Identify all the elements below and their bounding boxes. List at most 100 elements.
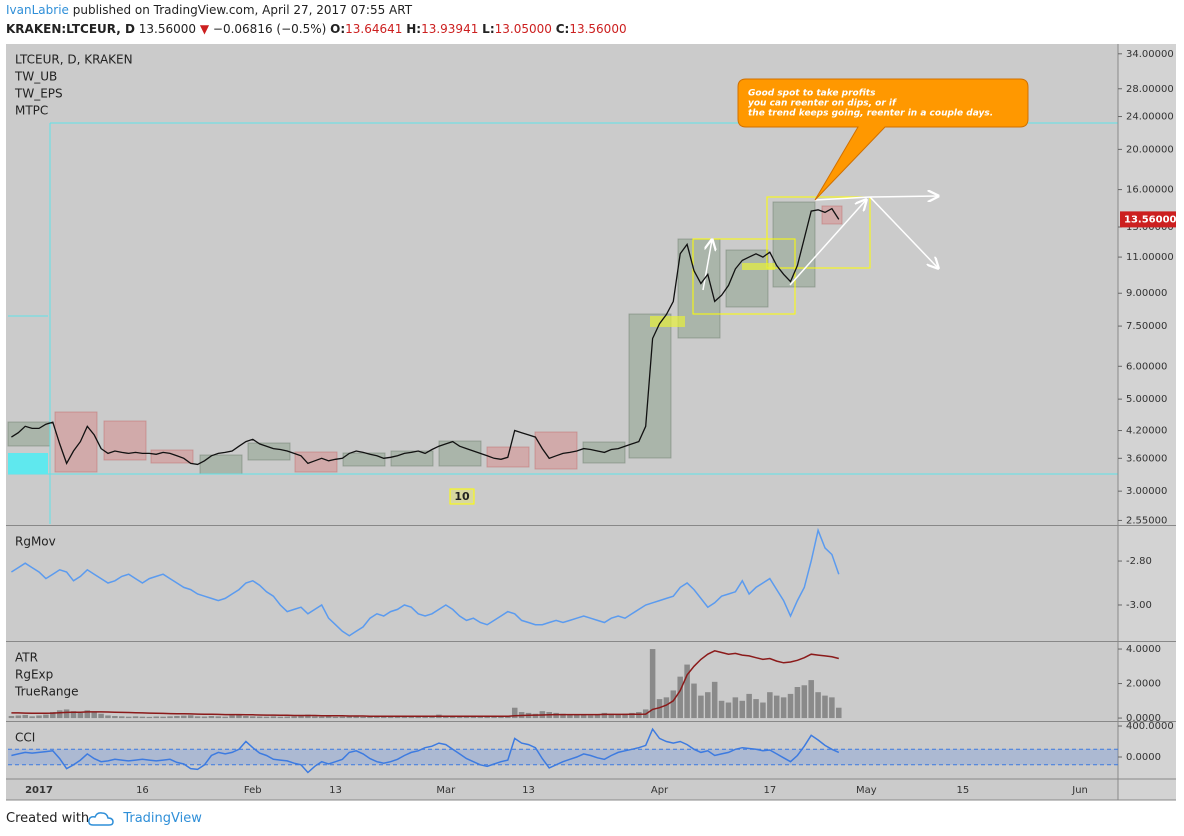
close-label: C: xyxy=(555,22,570,36)
box-label: 10 xyxy=(454,490,470,503)
bar xyxy=(491,716,497,719)
published: published on TradingView.com, April 27, … xyxy=(72,3,413,17)
high-label: H: xyxy=(406,22,422,36)
bar xyxy=(153,716,159,719)
panel-label: LTCEUR, D, KRAKEN xyxy=(15,53,133,67)
bar xyxy=(394,716,401,719)
last: 13.56000 xyxy=(138,22,197,36)
symbol: KRAKEN:LTCEUR, D xyxy=(6,22,135,36)
y-tick-label: 6.00000 xyxy=(1126,361,1167,372)
bar xyxy=(574,714,580,719)
low: 13.05000 xyxy=(494,22,552,36)
change: −0.06816 (−0.5%) xyxy=(212,22,327,36)
bar xyxy=(236,714,242,719)
y-tick-label: 4.0000 xyxy=(1126,644,1161,655)
chart-background xyxy=(6,44,1176,800)
bar xyxy=(553,712,559,719)
bar xyxy=(415,716,421,719)
panel-label: TrueRange xyxy=(14,685,79,699)
callout-text: the trend keeps going, reenter in a coup… xyxy=(748,109,993,119)
bar xyxy=(698,695,704,719)
y-tick-label: 11.00000 xyxy=(1126,252,1174,263)
x-tick-label: 2017 xyxy=(25,785,53,796)
bar xyxy=(125,716,132,719)
bar xyxy=(732,697,739,719)
x-tick-label: 16 xyxy=(136,785,149,796)
direction: ▼ xyxy=(199,22,210,36)
bar xyxy=(470,716,477,719)
x-tick-label: 13 xyxy=(522,785,535,796)
bar xyxy=(112,715,118,719)
author[interactable]: IvanLabrie xyxy=(6,3,69,17)
bar xyxy=(208,715,215,719)
x-tick-label: May xyxy=(856,785,877,796)
bar xyxy=(711,681,718,719)
bar xyxy=(181,715,187,719)
y-tick-label: 400.0000 xyxy=(1126,721,1174,732)
bar xyxy=(449,716,456,719)
bar xyxy=(305,714,311,719)
bar xyxy=(725,702,732,719)
bar xyxy=(50,712,56,719)
bar xyxy=(484,716,490,719)
bar xyxy=(822,695,828,719)
open: 13.64641 xyxy=(345,22,403,36)
bar xyxy=(298,715,304,719)
x-tick-label: 15 xyxy=(957,785,970,796)
bar xyxy=(56,710,63,719)
bar xyxy=(174,715,180,719)
bar xyxy=(374,717,380,719)
bar xyxy=(201,716,208,719)
bar xyxy=(829,697,835,719)
bar xyxy=(312,716,318,719)
panel-label: RgMov xyxy=(15,535,56,549)
bar xyxy=(656,699,663,719)
bar xyxy=(691,683,697,719)
brand[interactable]: TradingView xyxy=(123,811,202,826)
last-price-box xyxy=(1120,211,1176,228)
bar xyxy=(36,715,42,719)
y-tick-label: 9.00000 xyxy=(1126,288,1167,299)
bar xyxy=(649,649,656,719)
bar xyxy=(511,707,518,719)
bar xyxy=(194,716,201,719)
y-tick-label: 3.00000 xyxy=(1126,486,1167,497)
x-tick-label: Apr xyxy=(651,785,669,796)
y-tick-label: -2.80 xyxy=(1126,556,1152,567)
y-tick-label: 2.55000 xyxy=(1126,515,1167,526)
bar xyxy=(567,714,573,719)
panel-label: CCI xyxy=(15,731,35,745)
footer-text: Created with xyxy=(6,811,90,826)
callout-text: Good spot to take profits xyxy=(748,89,876,99)
y-tick-label: -3.00 xyxy=(1126,600,1152,611)
bar xyxy=(532,713,539,719)
bar xyxy=(608,713,615,719)
panel-label: MTPC xyxy=(15,104,48,118)
bar xyxy=(498,716,504,719)
bar xyxy=(360,716,366,719)
bar xyxy=(187,715,194,719)
bar xyxy=(677,676,683,719)
bar xyxy=(284,716,290,719)
bar xyxy=(387,716,394,719)
bar xyxy=(84,710,91,719)
bar xyxy=(270,716,277,719)
bar xyxy=(119,716,125,719)
series-line xyxy=(10,527,840,637)
bar xyxy=(263,716,270,719)
x-tick-label: Feb xyxy=(244,785,262,796)
bar xyxy=(325,716,332,719)
bar xyxy=(422,716,428,719)
x-tick-label: 13 xyxy=(329,785,342,796)
bar xyxy=(70,711,77,719)
y-tick-label: 20.00000 xyxy=(1126,144,1174,155)
bar xyxy=(629,712,635,719)
brand-logo xyxy=(88,812,114,826)
series-line xyxy=(11,727,840,774)
y-tick-label: 7.50000 xyxy=(1126,321,1167,332)
bar xyxy=(167,716,173,719)
bar xyxy=(15,715,22,719)
bar xyxy=(160,716,166,719)
